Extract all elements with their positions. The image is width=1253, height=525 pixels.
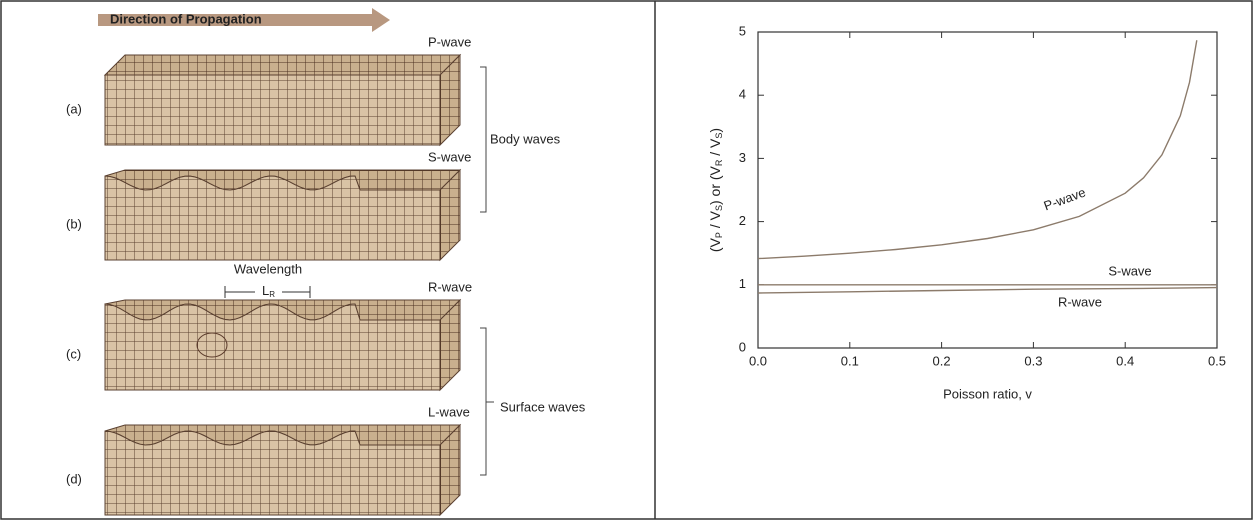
wavelength-label: Wavelength — [234, 261, 302, 276]
ratio-chart: 0.0 0.1 0.2 0.3 0.4 0.5 0 1 2 3 4 5 Poisson ratio, v… — [707, 23, 1226, 401]
series-line — [758, 40, 1197, 258]
y-tick-label: 4 — [739, 87, 746, 102]
y-tick-label: 3 — [739, 150, 746, 165]
y-label-part: ) or (V — [707, 165, 723, 205]
wavelength-symbol: LR — [262, 283, 275, 299]
x-tick-label: 0.1 — [841, 353, 859, 368]
x-tick-label: 0.4 — [1116, 353, 1134, 368]
block-top — [105, 55, 460, 75]
y-label-part: / V — [707, 210, 723, 232]
wave-name: R-wave — [428, 279, 472, 294]
y-tick-label: 1 — [739, 276, 746, 291]
y-label-part: ) — [707, 128, 723, 133]
x-tick-label: 0.3 — [1024, 353, 1042, 368]
y-tick-label: 2 — [739, 213, 746, 228]
body-bracket — [480, 67, 486, 212]
series-line — [758, 288, 1217, 293]
figure: Direction of Propagation Body waves Surf… — [0, 0, 1253, 520]
y-tick-label: 5 — [739, 23, 746, 38]
symbol-sub: R — [269, 290, 275, 299]
wave-name: P-wave — [428, 34, 471, 49]
y-axis-label: (VP / VS) or (VR / VS) — [707, 128, 725, 252]
surface-bracket — [480, 328, 494, 475]
series-label: S-wave — [1108, 263, 1151, 278]
block-front — [105, 75, 440, 145]
wave-diagram: Direction of Propagation Body waves Surf… — [66, 8, 586, 515]
symbol-main: L — [262, 283, 269, 298]
row-letter: (a) — [66, 101, 82, 116]
row-letter: (c) — [66, 346, 81, 361]
series-label: P-wave — [1042, 185, 1088, 214]
direction-label: Direction of Propagation — [110, 11, 262, 26]
y-label-part: / V — [707, 138, 723, 160]
x-tick-label: 0.5 — [1208, 353, 1226, 368]
row-letter: (d) — [66, 471, 82, 486]
series-label: R-wave — [1058, 294, 1102, 309]
body-waves-label: Body waves — [490, 131, 561, 146]
wave-name: L-wave — [428, 404, 470, 419]
plot-frame — [758, 32, 1217, 348]
y-tick-label: 0 — [739, 339, 746, 354]
row-letter: (b) — [66, 216, 82, 231]
x-axis-label: Poisson ratio, v — [943, 386, 1032, 401]
y-label-part: (V — [707, 237, 723, 252]
x-tick-label: 0.2 — [933, 353, 951, 368]
surface-waves-label: Surface waves — [500, 399, 586, 414]
wave-name: S-wave — [428, 149, 471, 164]
x-tick-label: 0.0 — [749, 353, 767, 368]
